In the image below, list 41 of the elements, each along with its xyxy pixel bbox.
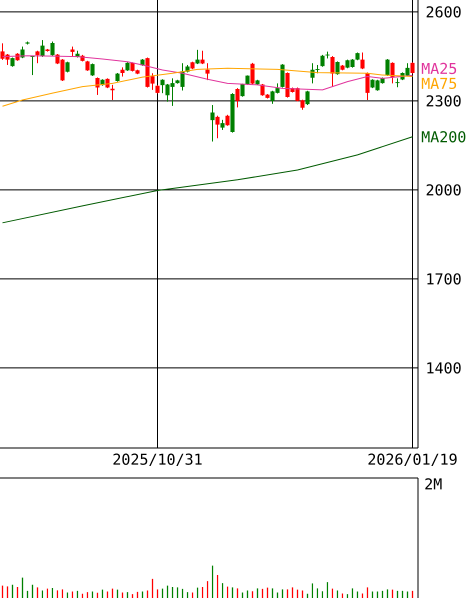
series-label: MA200 xyxy=(422,131,466,142)
x-tick-label: 2025/10/31 xyxy=(113,454,202,466)
candlestick xyxy=(90,62,95,76)
candlestick xyxy=(65,61,70,73)
candlestick xyxy=(210,104,215,142)
x-tick-label: 2026/01/19 xyxy=(368,454,457,466)
y-tick-label: 2600 xyxy=(426,6,461,18)
series-label: MA25 xyxy=(422,62,456,74)
candlestick xyxy=(70,46,75,58)
candlestick xyxy=(200,50,205,65)
candlestick xyxy=(385,58,390,76)
text: 2M xyxy=(425,478,442,490)
candlestick xyxy=(225,114,230,126)
y-tick-label: 1700 xyxy=(427,273,461,285)
candlestick xyxy=(85,60,90,72)
y-tick-label: 2000 xyxy=(426,184,461,196)
candlestick xyxy=(330,56,335,88)
line-series xyxy=(2,136,414,224)
candlestick xyxy=(320,54,325,68)
candlestick xyxy=(205,62,210,81)
candlestick xyxy=(10,57,15,68)
line-series xyxy=(2,68,414,107)
y-tick-label: 2300 xyxy=(426,95,461,107)
candlestick xyxy=(390,62,395,84)
candlestick xyxy=(120,66,125,78)
candlestick xyxy=(280,64,285,88)
candlestick xyxy=(215,115,220,139)
candlestick xyxy=(110,84,115,100)
candlestick xyxy=(360,52,365,70)
candlestick xyxy=(40,40,45,58)
y-tick-label: 1400 xyxy=(427,362,461,374)
candlestick xyxy=(235,88,240,108)
series-label: MA75 xyxy=(422,78,456,90)
candlestick xyxy=(50,41,55,56)
candlestick xyxy=(240,83,245,98)
candlestick xyxy=(410,62,415,74)
candlestick xyxy=(250,62,255,85)
candlestick xyxy=(195,49,200,65)
candlestick xyxy=(220,119,225,130)
candlestick xyxy=(305,90,310,106)
candlestick xyxy=(35,50,40,64)
